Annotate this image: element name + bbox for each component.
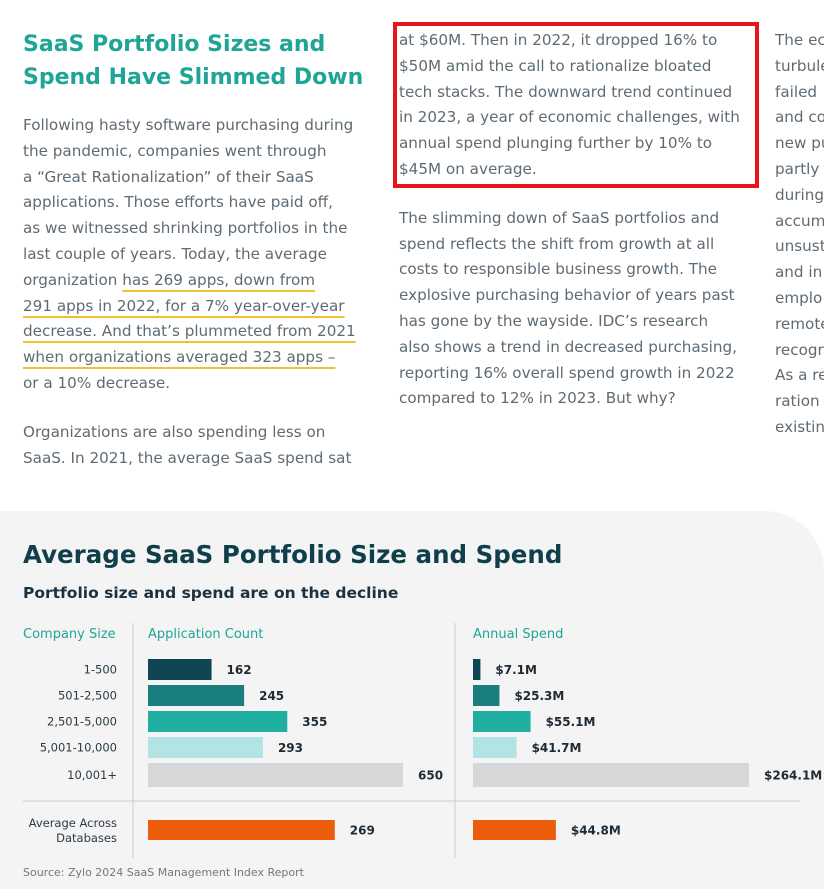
highlighted-text: decrease. And that’s plummeted from 2021 bbox=[23, 322, 356, 341]
right-line: during bbox=[775, 185, 824, 204]
right-line: recogr bbox=[775, 340, 824, 359]
right-line: and co bbox=[775, 108, 824, 127]
right-line: As a re bbox=[775, 366, 824, 385]
company-size-header: Company Size bbox=[23, 627, 116, 642]
average-label-line1: Average Across bbox=[29, 816, 117, 830]
category-label: 5,001-10,000 bbox=[40, 741, 117, 755]
right-line: unsust bbox=[775, 237, 824, 256]
left-line: applications. Those efforts have paid of… bbox=[23, 193, 333, 212]
right-line: accum bbox=[775, 211, 824, 230]
data-label: $264.1M bbox=[764, 769, 822, 783]
category-label: 10,001+ bbox=[67, 768, 117, 782]
left-line: a “Great Rationalization” of their SaaS bbox=[23, 167, 314, 186]
source-note: Source: Zylo 2024 SaaS Management Index … bbox=[23, 866, 304, 879]
category-label: 1-500 bbox=[84, 663, 117, 677]
bar bbox=[473, 763, 749, 787]
average-label-line2: Databases bbox=[56, 831, 117, 845]
category-label: 2,501-5,000 bbox=[47, 715, 117, 729]
data-label: 162 bbox=[227, 663, 252, 677]
left-paragraph-2: Organizations are also spending less on … bbox=[23, 422, 352, 467]
data-label: 355 bbox=[302, 715, 327, 729]
bar bbox=[473, 659, 481, 680]
data-label: 650 bbox=[418, 769, 443, 783]
middle-paragraph-2: The slimming down of SaaS portfolios and… bbox=[399, 208, 737, 408]
right-line: new pu bbox=[775, 134, 824, 153]
bar bbox=[148, 711, 288, 732]
application-count-header: Application Count bbox=[148, 627, 264, 642]
highlighted-text: 291 apps in 2022, for a 7% year-over-yea… bbox=[23, 296, 345, 315]
right-line: turbule bbox=[775, 56, 824, 75]
bar bbox=[148, 763, 403, 787]
chart-panel bbox=[0, 511, 824, 889]
category-label: 501-2,500 bbox=[58, 689, 117, 703]
bar bbox=[148, 685, 245, 706]
bar bbox=[473, 711, 531, 732]
left-line: when organizations averaged 323 apps – bbox=[23, 345, 373, 371]
left-line: organization has 269 apps, down from bbox=[23, 268, 373, 294]
right-line: failed bbox=[775, 82, 818, 101]
data-label: $25.3M bbox=[514, 689, 564, 703]
chart-title: Average SaaS Portfolio Size and Spend bbox=[23, 540, 563, 569]
data-label: 245 bbox=[259, 689, 284, 703]
left-paragraph-1: Following hasty software purchasing duri… bbox=[23, 113, 373, 397]
middle-text-column: at $60M. Then in 2022, it dropped 16% to… bbox=[399, 28, 754, 412]
left-line: 291 apps in 2022, for a 7% year-over-yea… bbox=[23, 294, 373, 320]
right-line: ration bbox=[775, 392, 820, 411]
bar bbox=[473, 737, 517, 758]
highlighted-text: when organizations averaged 323 apps – bbox=[23, 348, 336, 367]
right-line: and in bbox=[775, 263, 823, 282]
bar bbox=[148, 659, 212, 680]
average-bar bbox=[148, 820, 335, 840]
data-label: $55.1M bbox=[546, 715, 596, 729]
left-line: or a 10% decrease. bbox=[23, 373, 171, 392]
data-label: $7.1M bbox=[495, 663, 537, 677]
left-text-column: SaaS Portfolio Sizes and Spend Have Slim… bbox=[23, 28, 373, 471]
highlight-box bbox=[393, 22, 759, 188]
right-text-column-cropped: The ec turbule failed and co new pu partly dur… bbox=[775, 28, 824, 441]
line-text: organization bbox=[23, 270, 123, 289]
middle-paragraph-1: at $60M. Then in 2022, it dropped 16% to… bbox=[399, 31, 740, 178]
right-line: The ec bbox=[775, 31, 824, 49]
average-bar bbox=[473, 820, 556, 840]
average-data-label: $44.8M bbox=[571, 824, 621, 838]
left-line: decrease. And that’s plummeted from 2021 bbox=[23, 319, 373, 345]
highlighted-text: has 269 apps, down from bbox=[122, 270, 316, 289]
left-line: as we witnessed shrinking portfolios in … bbox=[23, 219, 348, 238]
left-line: Following hasty software purchasing duri… bbox=[23, 116, 354, 134]
left-line: the pandemic, companies went through bbox=[23, 141, 327, 160]
left-line: last couple of years. Today, the average bbox=[23, 244, 327, 263]
average-data-label: 269 bbox=[350, 824, 375, 838]
right-line: partly bbox=[775, 159, 820, 178]
data-label: 293 bbox=[278, 741, 303, 755]
section-heading: SaaS Portfolio Sizes and Spend Have Slim… bbox=[23, 32, 364, 90]
bar bbox=[148, 737, 263, 758]
right-line: remote bbox=[775, 314, 824, 333]
bar bbox=[473, 685, 500, 706]
chart-subtitle: Portfolio size and spend are on the decl… bbox=[23, 584, 399, 602]
right-line: emplo bbox=[775, 288, 823, 307]
right-line: existin bbox=[775, 417, 824, 436]
annual-spend-header: Annual Spend bbox=[473, 627, 564, 642]
data-label: $41.7M bbox=[532, 741, 582, 755]
